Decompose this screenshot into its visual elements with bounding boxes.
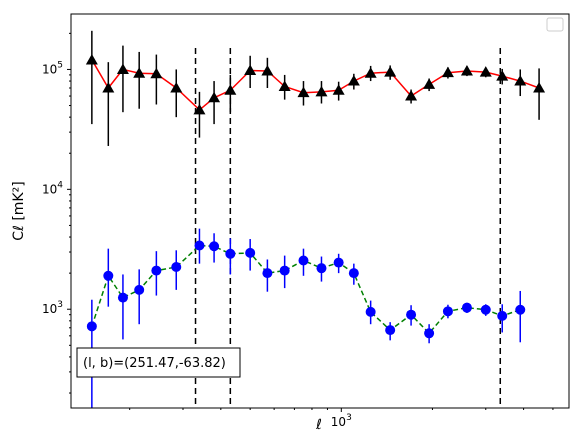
series-1-point (297, 86, 310, 98)
series-1-point (133, 67, 146, 78)
series-2-point (103, 270, 114, 281)
series-2-point (298, 255, 309, 266)
series-2-point (385, 325, 396, 336)
series-2-point (151, 265, 162, 276)
series-2-point (461, 302, 472, 313)
series-1-point (460, 65, 473, 76)
legend-frame (546, 17, 564, 32)
series-2-point (316, 263, 327, 274)
series-2-point (225, 248, 236, 259)
series-2-point (86, 321, 97, 332)
series-2-point (497, 310, 508, 321)
series-2-point (279, 265, 290, 276)
legend (546, 17, 564, 32)
series-1-point (384, 66, 397, 77)
x-tick-label: 103 (331, 413, 352, 429)
series-1-point (278, 80, 291, 92)
series-2-point (424, 328, 435, 339)
x-axis: 103 (129, 408, 554, 429)
series-1-point (496, 70, 509, 81)
series-1-point (533, 82, 546, 93)
axes-frame (70, 13, 570, 409)
series-2-point (515, 304, 526, 315)
y-tick-label: 104 (42, 180, 63, 196)
series-1-point (514, 75, 527, 86)
x-axis-label: ℓ (315, 417, 322, 433)
series-1-point (315, 85, 328, 97)
series-1-point (405, 90, 418, 101)
annotation-text: (l, b)=(251.47,-63.82) (83, 356, 226, 371)
series-2-point (480, 304, 491, 315)
series-2-point (209, 241, 220, 252)
y-axis-label: Cℓ [mK²] (11, 181, 27, 240)
series-1-point (224, 84, 237, 95)
series-2-point (194, 240, 205, 251)
series-2-point (406, 309, 417, 320)
y-tick-label: 105 (42, 60, 63, 76)
series-1-point (170, 82, 183, 93)
y-tick-label: 103 (42, 300, 63, 316)
series-1-point (479, 66, 492, 77)
annotation-frame (76, 347, 241, 378)
series-1-point (193, 103, 206, 115)
annotation: (l, b)=(251.47,-63.82) (76, 347, 241, 378)
series-1-point (364, 67, 377, 78)
series-1-point (116, 63, 129, 74)
y-axis: 103 104 105 (42, 32, 71, 394)
series-2-point (171, 261, 182, 272)
plot-area (85, 30, 546, 408)
series-2-point (365, 306, 376, 317)
series-2-point (442, 306, 453, 317)
series-1-point (208, 91, 221, 103)
series-2-point (117, 292, 128, 303)
series-1-point (244, 64, 257, 75)
series-1-point (85, 53, 98, 65)
series-2-point (134, 284, 145, 295)
series-1-point (150, 67, 163, 79)
series-2-point (333, 257, 344, 268)
series-1-point (441, 66, 454, 78)
series-1-point (423, 78, 436, 89)
series-2-point (262, 268, 273, 279)
series-2-point (245, 247, 256, 258)
series-1-point (261, 65, 274, 76)
series-1-point (102, 82, 115, 93)
series-1-point (332, 84, 345, 95)
series-2-point (348, 268, 359, 279)
series-1-point (347, 75, 360, 86)
